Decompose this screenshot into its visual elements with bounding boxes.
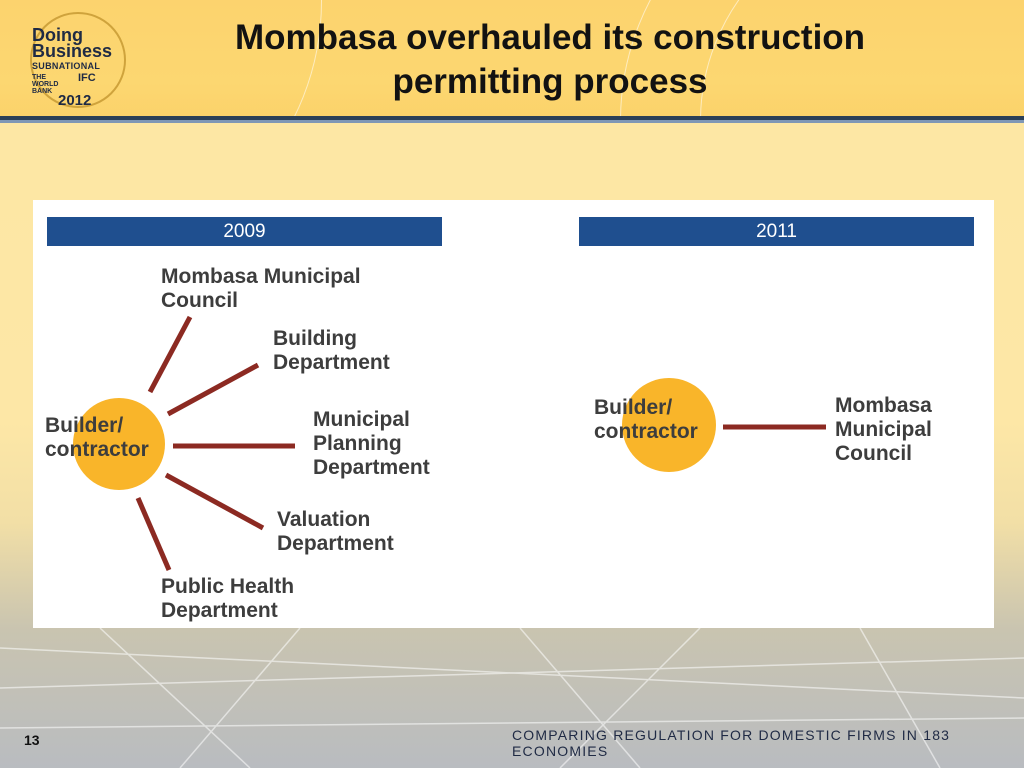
logo-year: 2012 [58,92,92,109]
header-rule [0,116,1024,120]
background-texture [0,628,1024,768]
logo-ring [30,12,126,108]
node-valuation-dept: Valuation Department [277,508,394,555]
logo-partner: THE WORLD BANK [32,74,59,95]
logo-text: Doing [32,25,83,45]
year-header-2009: 2009 [47,217,442,246]
logo-text: SUBNATIONAL [32,61,101,71]
node-municipal-council-2011: Mombasa Municipal Council [835,394,932,465]
builder-circle-2009 [73,398,165,490]
node-builder-2009: Builder/ contractor [45,414,149,461]
connector-valuation [164,472,265,531]
connector-health [135,497,172,571]
node-public-health-dept: Public Health Department [161,575,295,622]
diagram-card: 2009 2011 Builder/ contractor Mombasa Mu… [33,200,994,628]
doing-business-logo: Doing Business SUBNATIONAL THE WORLD BAN… [22,6,132,116]
logo-text: Business [32,41,113,61]
builder-circle-2011 [622,378,716,472]
footer-tagline: COMPARING REGULATION FOR DOMESTIC FIRMS … [512,727,951,759]
year-header-2011: 2011 [579,217,974,246]
header-rule [0,120,1024,123]
node-building-dept: Building Department [273,327,390,374]
connector-council [147,315,193,394]
connector-building [166,362,260,417]
logo-partner: IFC [78,72,96,84]
slide-header [0,0,1024,118]
connector-lines [135,315,826,571]
node-planning-dept: Municipal Planning Department [313,408,430,479]
slide-title: Mombasa overhauled its construction perm… [234,18,866,101]
page-number: 13 [24,732,40,748]
node-builder-2011: Builder/ contractor [594,396,698,443]
node-municipal-council: Mombasa Municipal Council [161,265,361,312]
